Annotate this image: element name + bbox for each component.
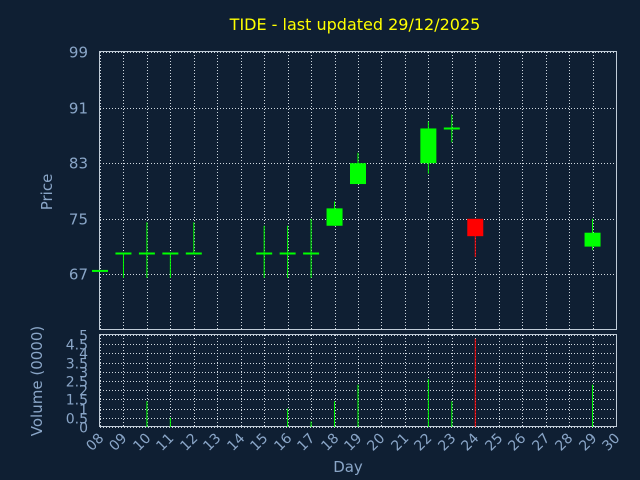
x-tick-label: 13: [200, 431, 224, 455]
volume-tick-label: 0: [79, 421, 88, 437]
x-tick-label: 21: [388, 431, 412, 455]
x-tick-label: 09: [106, 431, 130, 455]
price-frame: [99, 51, 617, 330]
candle-body: [584, 232, 601, 247]
volume-tick-label: 4.5: [66, 338, 88, 354]
x-tick-label: 14: [224, 430, 248, 454]
volume-tick-label: 2: [79, 384, 88, 400]
x-tick-label: 12: [177, 431, 201, 455]
volume-tick-label: 4: [79, 347, 88, 363]
volume-panel: 00.511.522.533.544.55: [66, 329, 617, 437]
x-tick-label: 15: [247, 431, 271, 455]
candle-body: [467, 218, 484, 237]
price-panel: 99 91 83 75 67: [69, 44, 617, 330]
price-tick-label: 83: [69, 155, 88, 173]
volume-tick-label: 1: [79, 403, 88, 419]
x-tick-label: 11: [153, 431, 177, 455]
x-tick-label: 28: [552, 431, 576, 455]
x-tick-label: 22: [411, 431, 435, 455]
x-tick-label: 23: [435, 431, 459, 455]
candle-body: [420, 128, 437, 164]
x-tick-label: 26: [505, 430, 529, 454]
candle-body: [326, 208, 343, 226]
x-tick-label: 17: [294, 431, 318, 455]
x-axis-label: Day: [333, 458, 363, 476]
price-tick-label: 91: [69, 100, 88, 118]
x-tick-label: 29: [576, 431, 600, 455]
x-tick-label: 25: [482, 431, 506, 455]
volume-axis-label: Volume (0000): [28, 326, 46, 436]
x-tick-label: 30: [599, 431, 623, 455]
volume-tick-label: 2.5: [66, 375, 88, 391]
price-tick-label: 75: [69, 211, 88, 229]
price-tick-label: 99: [69, 44, 88, 62]
volume-tick-label: 3.5: [66, 357, 88, 373]
volume-tick-label: 0.5: [66, 412, 88, 428]
x-tick-label: 16: [271, 430, 295, 454]
volume-tick-label: 1.5: [66, 393, 88, 409]
candle-body: [350, 163, 366, 185]
x-tick-label: 20: [364, 431, 388, 455]
x-tick-label: 18: [318, 431, 342, 455]
chart-title: TIDE - last updated 29/12/2025: [229, 15, 481, 34]
price-tick-label: 67: [69, 266, 88, 284]
x-tick-label: 10: [130, 431, 154, 455]
x-tick-label: 24: [458, 430, 482, 454]
x-tick-label: 19: [341, 431, 365, 455]
volume-tick-label: 5: [79, 329, 88, 345]
x-tick-label: 27: [529, 431, 553, 455]
price-axis-label: Price: [38, 174, 56, 211]
volume-tick-label: 3: [79, 366, 88, 382]
